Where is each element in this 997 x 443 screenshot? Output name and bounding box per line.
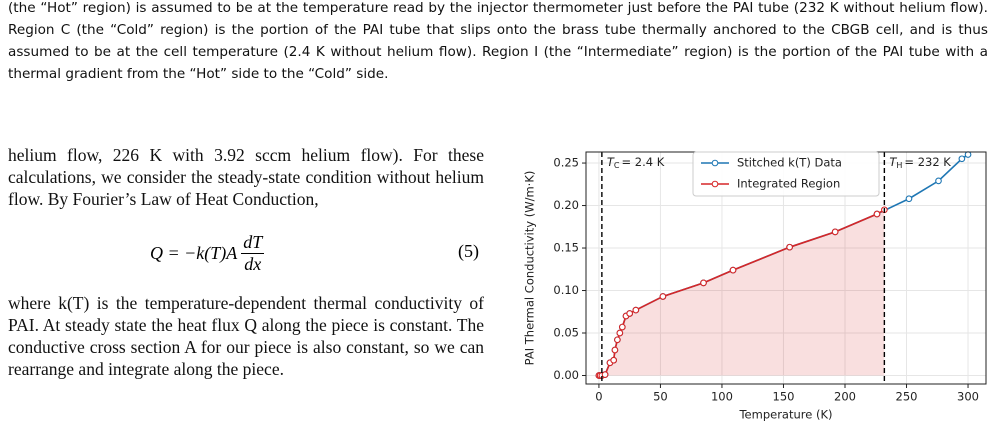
x-tick-label: 50 (653, 390, 668, 404)
point (611, 346, 619, 354)
paragraph: (the “Hot” region) is assumed to be at t… (8, 0, 988, 82)
legend-marker (711, 159, 719, 167)
annotation-text: = 2.4 K (621, 155, 664, 169)
annotation: TH = 232 K (889, 155, 951, 170)
legend-marker (711, 180, 719, 188)
annotation-subscript: H (896, 161, 902, 170)
point (729, 266, 737, 274)
x-tick-label: 300 (957, 390, 979, 404)
x-tick-label: 200 (834, 390, 856, 404)
y-axis-label: PAI Thermal Conductivity (W/m·K) (523, 171, 537, 366)
annotation-subscript: C (614, 161, 620, 170)
point (905, 195, 913, 203)
equation-lhs: Q = −k(T)A (150, 243, 238, 263)
point (659, 293, 667, 300)
chart: 0 50 100 150 200 250 300 0.00 0.05 0.10 0.15 0.20 0.… (523, 151, 987, 422)
paragraph: helium flow, 226 K with 3.92 sccm helium… (8, 145, 484, 209)
y-tick-label: 0.25 (553, 156, 579, 170)
point (935, 177, 942, 185)
fraction: dT dx (241, 232, 265, 275)
annotation-text: = 232 K (904, 155, 951, 169)
x-tick-label: 250 (896, 390, 918, 404)
legend-label: Stitched k(T) Data (737, 156, 842, 170)
x-tick-label: 150 (773, 390, 795, 404)
y-tick-label: 0.20 (553, 198, 579, 212)
point (626, 310, 634, 317)
point (614, 336, 621, 344)
area (598, 209, 885, 376)
y-tick-label: 0.15 (553, 241, 579, 255)
point (873, 210, 881, 218)
denominator: dx (244, 254, 262, 274)
x-tick-label: 100 (711, 390, 733, 404)
annotation-symbol: T (607, 155, 615, 169)
annotation-symbol: T (889, 155, 897, 169)
x-tick-label: 0 (595, 390, 602, 404)
point (831, 228, 839, 236)
point (616, 329, 624, 337)
point (632, 306, 640, 314)
point (786, 243, 793, 251)
y-tick-label: 0.10 (553, 283, 579, 297)
point (700, 279, 707, 287)
equation: Q = −k(T)A dT dx (150, 232, 265, 275)
paragraph: where k(T) is the temperature-dependent … (8, 293, 484, 379)
annotation: TC = 2.4 K (607, 155, 665, 170)
point (610, 356, 618, 364)
y-tick-label: 0.00 (553, 368, 579, 382)
legend (692, 151, 880, 197)
point (964, 151, 972, 158)
numerator: dT (241, 232, 265, 254)
point (618, 323, 626, 331)
x-axis-label: Temperature (K) (738, 408, 832, 422)
legend-label: Integrated Region (737, 177, 840, 191)
y-tick-label: 0.05 (553, 326, 579, 340)
point (958, 155, 966, 163)
point (601, 371, 609, 379)
equation-number: (5) (458, 241, 479, 261)
